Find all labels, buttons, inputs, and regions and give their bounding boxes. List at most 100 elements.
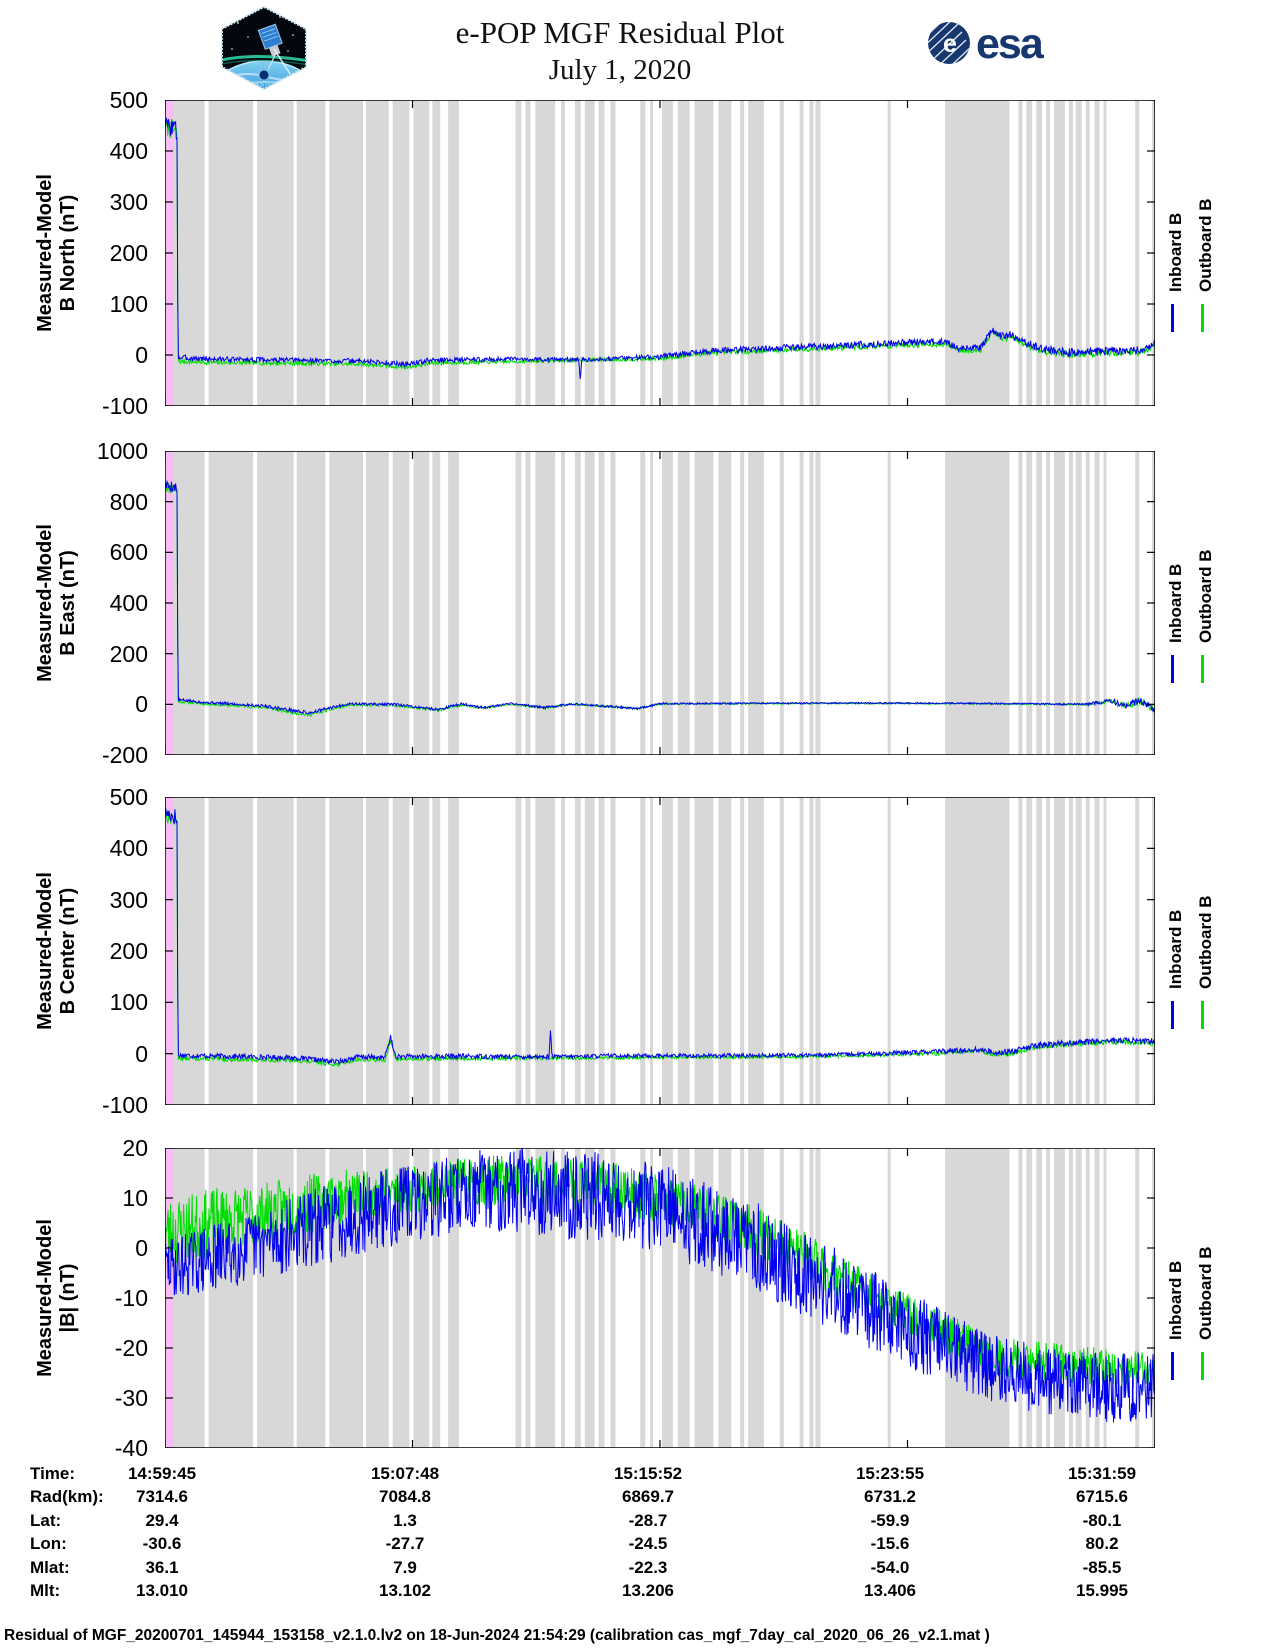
table-cell: -30.6	[142, 1534, 182, 1554]
table-cell: 13.102	[379, 1580, 431, 1600]
y-tick-label: 0	[135, 691, 148, 718]
y-tick-labels: 1000 800 600 400 200 0 -200	[60, 439, 156, 767]
table-row-lat: Lat: 29.4 1.3 -28.7 -59.9 -80.1	[0, 1511, 1275, 1534]
y-tick-label: 100	[109, 291, 148, 317]
legend-inboard-marker	[1171, 304, 1174, 332]
row-label: Mlat:	[30, 1557, 70, 1577]
row-label: Mlt:	[30, 1580, 61, 1600]
legend-inboard-marker	[1171, 655, 1174, 683]
ephemeris-table: Time: 14:59:45 15:07:48 15:15:52 15:23:5…	[0, 1464, 1275, 1604]
legend-outboard-label: Outboard B	[1196, 549, 1215, 644]
esa-wordmark: esa	[976, 20, 1045, 68]
table-cell: 6715.6	[1076, 1487, 1128, 1507]
y-tick-label: 200	[109, 240, 148, 266]
legend-inboard-label: Inboard B	[1166, 1260, 1185, 1340]
y-tick-label: 100	[109, 989, 148, 1016]
table-cell: 7314.6	[136, 1487, 188, 1507]
esa-e-glyph: e	[943, 30, 957, 58]
table-cell: -22.3	[628, 1557, 668, 1577]
legend: Inboard B Outboard B	[1158, 797, 1275, 1105]
y-tick-label: 800	[109, 488, 148, 515]
y-tick-label: 0	[135, 1235, 148, 1261]
table-cell: 15.995	[1076, 1580, 1128, 1600]
row-label: Time:	[30, 1464, 76, 1483]
y-tick-label: 1000	[96, 438, 148, 464]
table-cell: 15:15:52	[613, 1464, 683, 1483]
table-cell: -24.5	[628, 1534, 668, 1554]
table-cell: -15.6	[870, 1534, 910, 1554]
y-tick-label: 500	[109, 784, 148, 810]
legend-outboard-label: Outboard B	[1196, 895, 1215, 990]
y-axis-label-line1: Measured-Model	[34, 174, 56, 332]
y-tick-label: -20	[114, 1335, 148, 1361]
chart-b-east	[165, 451, 1155, 755]
patch-art: CASSIOPE	[222, 7, 306, 89]
y-tick-label: 300	[109, 886, 148, 913]
y-tick-label: 0	[135, 1040, 148, 1067]
legend-inboard-label: Inboard B	[1166, 909, 1185, 989]
row-label: Lon:	[30, 1534, 67, 1554]
table-row-mlat: Mlat: 36.1 7.9 -22.3 -54.0 -85.5	[0, 1558, 1275, 1581]
panel-b-east: Measured-Model B East (nT) 1000 800 600 400 2…	[0, 439, 1275, 767]
table-cell: -28.7	[628, 1510, 668, 1530]
y-tick-label: 300	[109, 189, 148, 215]
legend: Inboard B Outboard B	[1158, 1148, 1275, 1448]
y-tick-label: 600	[109, 539, 148, 566]
table-cell: 29.4	[145, 1510, 179, 1530]
cassiope-label: CASSIOPE	[244, 81, 284, 88]
legend-outboard-marker	[1201, 655, 1204, 683]
y-tick-label: -40	[114, 1435, 148, 1461]
legend-outboard-label: Outboard B	[1196, 198, 1215, 293]
y-tick-labels: 20 10 0 -10 -20 -30 -40	[60, 1136, 156, 1460]
row-label: Rad(km):	[30, 1487, 104, 1507]
table-cell: 15:31:59	[1067, 1464, 1137, 1483]
y-tick-label: -200	[101, 742, 148, 768]
y-tick-label: -100	[101, 1092, 148, 1118]
legend: Inboard B Outboard B	[1158, 100, 1275, 406]
panel-b-magnitude: Measured-Model |B| (nT) 20 10 0 -10 -20 -30 -40…	[0, 1136, 1275, 1460]
y-tick-label: 10	[122, 1185, 148, 1211]
y-tick-label: -100	[101, 393, 148, 419]
legend-inboard-label: Inboard B	[1166, 212, 1185, 292]
plot-title: e-POP MGF Residual Plot July 1, 2020	[320, 14, 920, 88]
y-tick-label: 0	[135, 342, 148, 368]
table-cell: 7.9	[393, 1557, 417, 1577]
table-cell: 6731.2	[864, 1487, 916, 1507]
y-tick-label: 20	[122, 1135, 148, 1161]
table-cell: 7084.8	[379, 1487, 431, 1507]
y-tick-label: 400	[109, 835, 148, 862]
y-tick-label: -10	[114, 1285, 148, 1311]
legend-outboard-marker	[1201, 1001, 1204, 1029]
table-row-mlt: Mlt: 13.010 13.102 13.206 13.406 15.995	[0, 1581, 1275, 1604]
table-cell: -85.5	[1082, 1557, 1122, 1577]
legend-outboard-label: Outboard B	[1196, 1246, 1215, 1341]
row-label: Lat:	[30, 1510, 62, 1530]
table-cell: 15:07:48	[370, 1464, 440, 1483]
table-row-rad: Rad(km): 7314.6 7084.8 6869.7 6731.2 671…	[0, 1487, 1275, 1510]
table-cell: 1.3	[393, 1510, 417, 1530]
table-row-time: Time: 14:59:45 15:07:48 15:15:52 15:23:5…	[0, 1464, 1275, 1487]
title-date: July 1, 2020	[548, 54, 692, 86]
panel-b-north: Measured-Model B North (nT) 500 400 300 200 1…	[0, 88, 1275, 418]
panel-b-center: Measured-Model B Center (nT) 500 400 300 200…	[0, 785, 1275, 1117]
table-cell: -59.9	[870, 1510, 910, 1530]
legend-inboard-label: Inboard B	[1166, 563, 1185, 643]
title-line1: e-POP MGF Residual Plot	[455, 15, 785, 50]
legend: Inboard B Outboard B	[1158, 451, 1275, 755]
table-cell: 15:23:55	[855, 1464, 925, 1483]
y-tick-label: 200	[109, 640, 148, 667]
table-row-lon: Lon: -30.6 -27.7 -24.5 -15.6 80.2	[0, 1534, 1275, 1557]
y-tick-labels: 500 400 300 200 100 0 -100	[60, 88, 156, 418]
y-tick-labels: 500 400 300 200 100 0 -100	[60, 785, 156, 1117]
table-cell: 13.406	[864, 1580, 916, 1600]
table-cell: 6869.7	[622, 1487, 674, 1507]
y-tick-label: 400	[109, 590, 148, 616]
file-footer-line: Residual of MGF_20200701_145944_153158_v…	[4, 1627, 990, 1644]
y-tick-label: 200	[109, 938, 148, 964]
y-tick-label: 400	[109, 138, 148, 164]
table-cell: 14:59:45	[127, 1464, 197, 1483]
esa-logo: e esa	[928, 20, 1046, 68]
cassiope-mission-patch: CASSIOPE	[221, 5, 307, 91]
legend-inboard-marker	[1171, 1352, 1174, 1380]
